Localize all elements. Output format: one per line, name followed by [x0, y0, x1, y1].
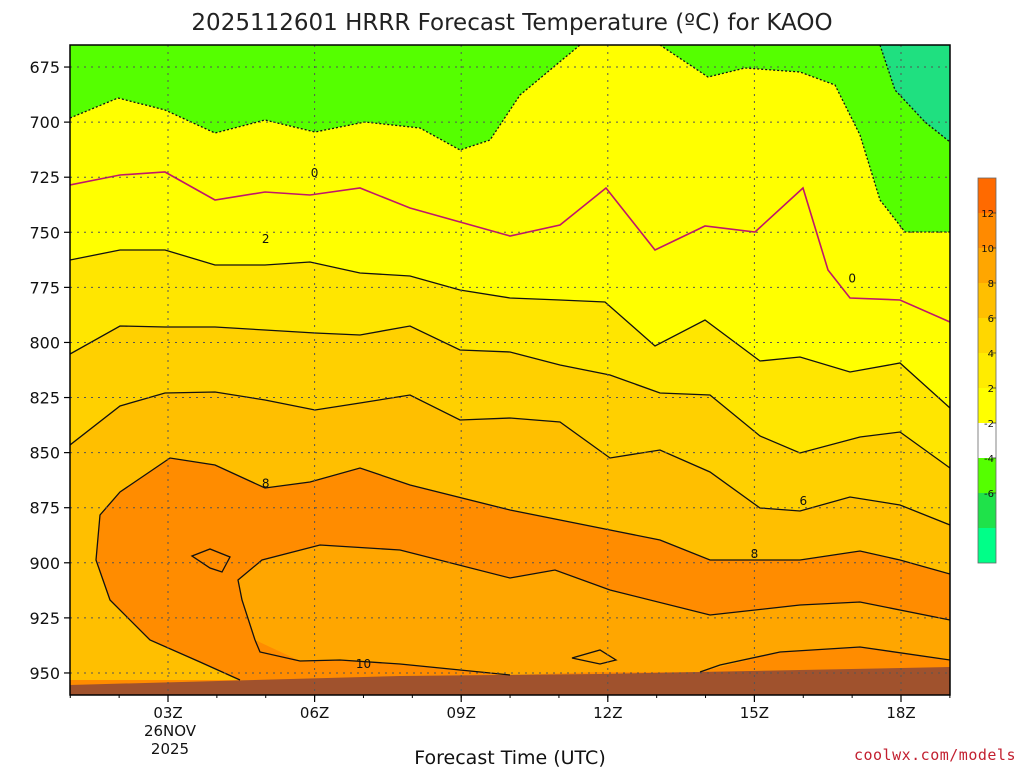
contour-0-freezing-line	[70, 171, 950, 323]
chart-title: 2025112601 HRRR Forecast Temperature (ºC…	[191, 10, 832, 36]
contour-10-right	[699, 646, 950, 673]
fill-band-0-2	[70, 45, 950, 408]
contour-4	[70, 325, 950, 469]
contour-label: 0	[848, 272, 856, 286]
plot-area: 0 0 2 8 6 8 10	[70, 45, 950, 695]
y-tick-label: 825	[29, 389, 60, 408]
y-tick-label: 925	[29, 609, 60, 628]
colorbar-segment	[978, 353, 996, 388]
contour-minus2-left	[70, 45, 581, 151]
ground-terrain	[70, 667, 950, 695]
contour-label: 10	[356, 657, 371, 671]
x-tick-label: 18Z	[886, 704, 915, 722]
contour-8	[95, 457, 950, 681]
contour-label-group: 0 0 2 8 6 8 10	[262, 166, 856, 671]
colorbar-tick-label: 2	[988, 384, 994, 395]
colorbar-segment	[978, 388, 996, 423]
y-tick-label: 725	[29, 168, 60, 187]
contour-label: 8	[262, 476, 270, 490]
fill-band-8-10	[70, 45, 950, 675]
y-tick-label: 750	[29, 223, 60, 242]
y-axis: 675 700 725 750 775 800 825 850 875 900 925 950	[29, 58, 70, 683]
contour-10-island-2	[571, 649, 618, 665]
contour-label: 6	[799, 494, 807, 508]
y-tick-label: 875	[29, 499, 60, 518]
contour-10-base	[254, 639, 511, 676]
contour-minus4-right	[879, 45, 950, 143]
colorbar-segment	[978, 248, 996, 283]
colorbar-tick-label: -2	[984, 419, 994, 430]
colorbar-segment	[978, 423, 996, 458]
fill-band-minus2-minus4	[70, 45, 580, 150]
colorbar-segment	[978, 528, 996, 563]
colorbar-tick-label: -4	[984, 454, 994, 465]
y-tick-label: 700	[29, 113, 60, 132]
x-axis-label: Forecast Time (UTC)	[414, 747, 605, 768]
contour-6	[70, 391, 950, 526]
x-date-day: 26NOV	[144, 722, 197, 740]
y-tick-label: 950	[29, 664, 60, 683]
colorbar-tick-label: -6	[984, 489, 994, 500]
contour-10	[237, 544, 950, 641]
colorbar-segment	[978, 213, 996, 248]
colorbar-segment	[978, 458, 996, 493]
contour-label: 8	[751, 547, 759, 561]
colorbar-tick-label: 10	[981, 244, 994, 255]
colorbar-tick-label: 4	[988, 349, 994, 360]
x-axis: 03Z 06Z 09Z 12Z 15Z 18Z	[69, 695, 951, 722]
colorbar-frame	[977, 177, 997, 564]
x-tick-label: 06Z	[300, 704, 329, 722]
credit-text: coolwx.com/models	[854, 746, 1016, 764]
contour-lines	[70, 45, 950, 681]
colorbar-segment	[978, 283, 996, 318]
colorbar-segment	[978, 178, 996, 213]
y-tick-label: 800	[29, 333, 60, 352]
fill-band-minus4	[880, 45, 950, 142]
colorbar: 12 10 8 6 4 2 -2 -4 -6	[977, 177, 997, 564]
colorbar-segment	[978, 493, 996, 528]
y-tick-label: 675	[29, 58, 60, 77]
contour-label: 0	[311, 166, 319, 180]
x-date-year: 2025	[151, 740, 189, 758]
x-tick-label: 12Z	[593, 704, 622, 722]
contour-minus2-right	[659, 45, 950, 233]
colorbar-tick-label: 8	[988, 279, 994, 290]
fill-band-minus2-minus4-right	[660, 45, 950, 232]
colorbar-tick-label: 12	[981, 209, 994, 220]
y-tick-label: 775	[29, 278, 60, 297]
y-tick-label: 850	[29, 444, 60, 463]
y-tick-label: 900	[29, 554, 60, 573]
x-tick-label: 09Z	[447, 704, 476, 722]
x-tick-label: 15Z	[740, 704, 769, 722]
colorbar-tick-label: 6	[988, 314, 994, 325]
contour-label: 2	[262, 232, 270, 246]
x-tick-label: 03Z	[153, 704, 182, 722]
contour-2	[70, 249, 950, 409]
colorbar-segment	[978, 318, 996, 353]
contour-10-island	[190, 548, 231, 573]
